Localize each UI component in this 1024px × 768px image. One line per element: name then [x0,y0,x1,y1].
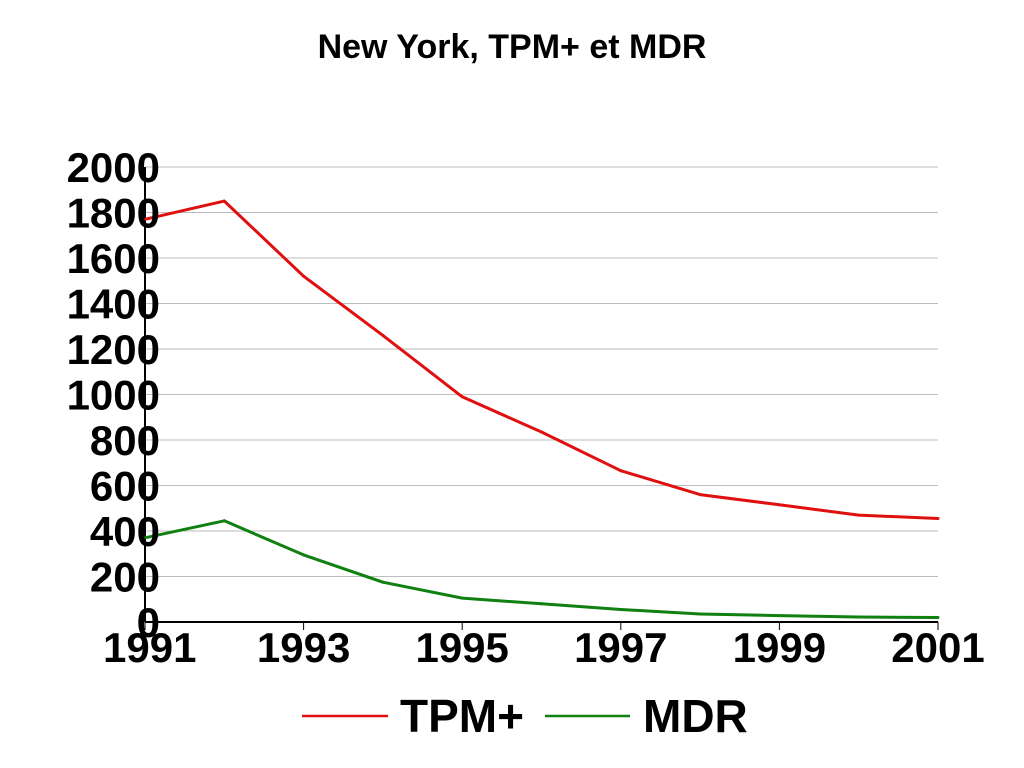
x-tick-label: 1991 [103,624,196,671]
data-point [302,553,306,557]
x-tick-label: 1997 [574,624,667,671]
data-point [143,536,147,540]
data-point [302,274,306,278]
legend: TPM+ MDR [302,690,748,742]
data-point [222,519,226,523]
data-point [936,615,940,619]
data-point [143,217,147,221]
legend-label: MDR [643,690,748,742]
data-point [222,199,226,203]
data-point [540,602,543,606]
gridlines [145,166,938,577]
y-tick-label: 1200 [67,326,160,373]
data-point [936,516,940,520]
x-axis-ticks: 1991 1993 1995 1997 1999 2001 [103,624,985,671]
x-tick-label: 1993 [257,624,350,671]
data-point [460,395,464,399]
x-tick-label: 1999 [733,624,826,671]
series-line-tpm [144,199,939,520]
data-point [381,333,385,337]
data-point [619,469,623,473]
data-point [540,430,543,434]
y-tick-label: 1000 [67,372,160,419]
data-point [381,580,385,584]
data-point [857,615,861,619]
x-tick-label: 1995 [415,624,508,671]
data-point [857,513,861,517]
axes [144,167,939,630]
x-tick-label: 2001 [891,624,984,671]
y-tick-label: 2000 [67,144,160,191]
chart-title: New York, TPM+ et MDR [317,28,707,66]
y-tick-label: 200 [90,554,160,601]
y-tick-label: 0 [137,599,160,646]
data-point [619,607,623,611]
y-tick-label: 1600 [67,235,160,282]
y-tick-label: 1400 [67,281,160,328]
y-tick-label: 400 [90,508,160,555]
data-point [777,503,781,507]
y-tick-label: 800 [90,417,160,464]
data-series [143,199,940,619]
data-point [460,596,464,600]
y-tick-label: 1800 [67,190,160,237]
data-point [777,614,781,618]
data-point [698,612,702,616]
legend-label: TPM+ [400,690,524,742]
data-point [698,493,702,497]
y-tick-label: 600 [90,463,160,510]
